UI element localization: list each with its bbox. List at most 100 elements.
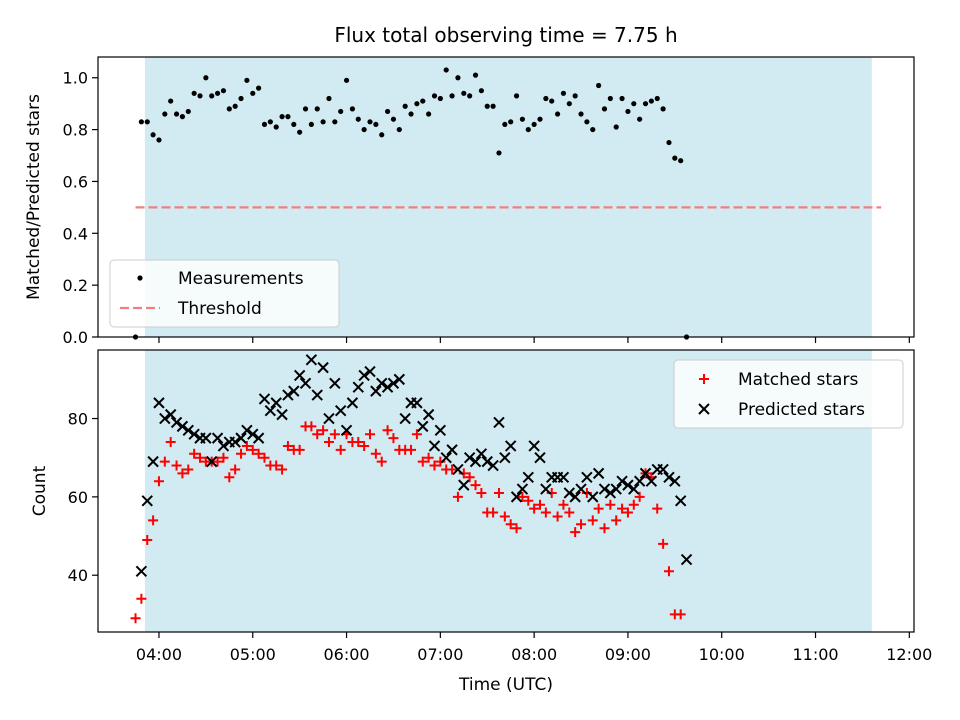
y-tick-label: 80 bbox=[68, 410, 88, 429]
measurement-point bbox=[203, 75, 209, 81]
measurement-point bbox=[256, 85, 262, 91]
predicted-star-marker bbox=[657, 463, 669, 476]
matched-stars-series bbox=[130, 421, 686, 624]
predicted-star-marker bbox=[604, 487, 617, 499]
matched-star-marker bbox=[540, 507, 551, 518]
predicted-star-marker bbox=[458, 479, 470, 491]
measurement-point bbox=[326, 95, 332, 102]
measurement-point bbox=[513, 93, 520, 99]
matched-star-marker bbox=[611, 515, 622, 526]
predicted-star-marker bbox=[376, 377, 388, 389]
measurement-point bbox=[666, 139, 672, 146]
predicted-star-marker bbox=[393, 373, 406, 386]
matched-star-marker bbox=[464, 472, 475, 483]
predicted-star-marker bbox=[504, 440, 517, 452]
matched-star-marker bbox=[663, 566, 674, 577]
measurement-point bbox=[302, 106, 309, 112]
x-tick-label: 07:00 bbox=[417, 645, 463, 664]
measurement-point bbox=[590, 126, 596, 133]
predicted-star-marker bbox=[170, 416, 183, 429]
predicted-star-marker bbox=[135, 565, 148, 577]
measurement-point bbox=[338, 108, 344, 115]
predicted-star-marker bbox=[288, 385, 300, 397]
measurement-point bbox=[209, 93, 215, 99]
measurement-point bbox=[279, 114, 285, 120]
measurement-point bbox=[238, 95, 244, 102]
predicted-star-marker bbox=[674, 495, 687, 507]
x-axis-label: Time (UTC) bbox=[458, 675, 553, 695]
matched-star-marker bbox=[259, 452, 270, 463]
measurement-point bbox=[490, 103, 496, 109]
y-tick-label: 0.6 bbox=[63, 172, 88, 191]
measurement-point bbox=[607, 95, 613, 102]
matched-star-marker bbox=[558, 499, 569, 510]
matched-star-marker bbox=[153, 476, 164, 487]
predicted-star-marker bbox=[293, 369, 306, 382]
matched-star-marker bbox=[376, 456, 387, 467]
count-legend: Matched stars Predicted stars bbox=[673, 359, 904, 429]
measurement-point bbox=[478, 88, 484, 94]
measurement-point bbox=[572, 93, 578, 99]
matched-star-marker bbox=[593, 503, 604, 514]
measurement-point bbox=[191, 90, 197, 96]
predicted-star-marker bbox=[276, 408, 288, 421]
predicted-star-marker bbox=[147, 455, 159, 468]
matched-star-marker bbox=[183, 464, 194, 475]
matched-star-marker bbox=[658, 538, 669, 549]
predicted-star-marker bbox=[417, 420, 429, 433]
measurement-point bbox=[426, 111, 432, 117]
predicted-star-marker bbox=[463, 452, 476, 464]
measurement-point bbox=[308, 121, 314, 128]
predicted-star-marker bbox=[446, 444, 458, 456]
measurement-point bbox=[631, 101, 637, 107]
matched-star-marker bbox=[576, 519, 587, 530]
measurement-point bbox=[549, 98, 555, 104]
predicted-star-marker bbox=[305, 354, 318, 366]
predicted-stars-series bbox=[135, 354, 693, 577]
measurement-point bbox=[267, 119, 273, 125]
measurement-point bbox=[496, 150, 502, 156]
measurement-point bbox=[156, 137, 162, 143]
predicted-star-marker bbox=[434, 424, 447, 436]
predicted-star-marker bbox=[241, 424, 253, 436]
predicted-star-marker bbox=[323, 412, 335, 425]
measurement-point bbox=[168, 98, 174, 104]
predicted-star-marker bbox=[264, 405, 277, 417]
matched-star-marker bbox=[294, 444, 305, 455]
predicted-star-marker bbox=[176, 420, 189, 433]
matched-star-marker bbox=[634, 491, 645, 502]
measurement-point bbox=[420, 98, 426, 104]
matched-star-marker bbox=[599, 523, 610, 534]
legend-label-measurements: Measurements bbox=[178, 269, 304, 289]
matched-star-marker bbox=[247, 444, 258, 455]
predicted-star-marker bbox=[399, 412, 411, 425]
x-tick-label: 05:00 bbox=[230, 645, 276, 664]
legend-box bbox=[673, 359, 904, 429]
measurement-point bbox=[314, 106, 320, 112]
predicted-star-marker bbox=[639, 467, 652, 480]
matched-star-marker bbox=[406, 444, 417, 455]
measurement-point bbox=[467, 93, 473, 99]
measurement-point bbox=[173, 111, 180, 117]
count-panel: 40 60 80 04:00 05:00 06:00 07:00 08:00 09:00 10:… bbox=[30, 349, 932, 695]
matched-star-marker bbox=[148, 515, 159, 526]
matched-star-marker bbox=[218, 452, 229, 463]
measurement-point bbox=[613, 124, 619, 130]
x-tick-label: 08:00 bbox=[511, 645, 557, 664]
matched-star-marker bbox=[411, 429, 422, 440]
matched-star-marker bbox=[452, 491, 463, 502]
predicted-star-marker bbox=[452, 463, 464, 476]
predicted-star-marker bbox=[141, 495, 153, 507]
matched-star-marker bbox=[130, 613, 141, 624]
matched-star-marker bbox=[271, 460, 282, 471]
predicted-star-marker bbox=[364, 365, 376, 378]
predicted-star-marker bbox=[258, 393, 271, 405]
measurement-point bbox=[654, 95, 660, 102]
measurement-point bbox=[297, 129, 303, 135]
matched-star-marker bbox=[429, 460, 440, 471]
measurement-point bbox=[660, 106, 666, 112]
matched-star-marker bbox=[470, 480, 481, 491]
matched-star-marker bbox=[224, 472, 235, 483]
predicted-star-marker bbox=[428, 440, 441, 452]
measurement-point bbox=[678, 158, 684, 164]
